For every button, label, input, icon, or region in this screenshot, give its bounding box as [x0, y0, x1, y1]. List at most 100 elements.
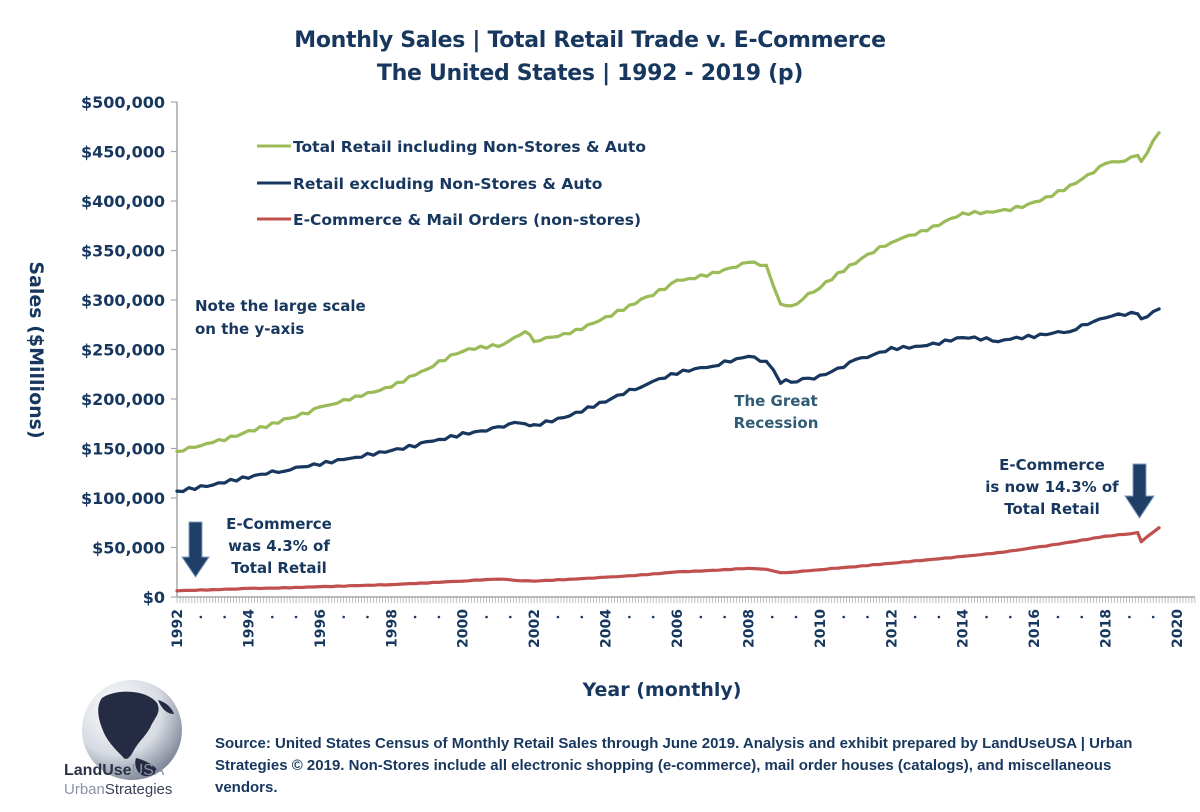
- series-retail-excl-point: [389, 448, 393, 453]
- series-ecommerce-point: [818, 568, 822, 572]
- logo-wordmark-bold: LandUse: [64, 762, 132, 779]
- series-total-retail-point: [523, 330, 527, 334]
- annotation-scale-note: Note the large scale on the y-axis: [195, 297, 366, 338]
- series-total-retail-point: [1136, 153, 1140, 158]
- y-axis: $0 $50,000 $100,000 $150,000 $200,000 $250,00…: [81, 93, 178, 607]
- series-ecommerce-point: [532, 579, 536, 583]
- x-tick-label: 2020: [1170, 609, 1186, 648]
- y-tick-label: $450,000: [81, 143, 165, 162]
- series-total-retail-point: [604, 315, 608, 319]
- annotation-line: Total Retail: [231, 559, 327, 577]
- series-retail-excl-point: [282, 469, 286, 473]
- series-ecommerce-point: [764, 567, 768, 571]
- x-tick-label: 1992: [170, 609, 186, 648]
- x-tick-dot: [1151, 615, 1155, 619]
- series-total-retail-point: [175, 449, 179, 454]
- legend-label-total-retail: Total Retail including Non-Stores & Auto: [293, 138, 646, 156]
- series-total-retail-point: [711, 270, 715, 274]
- series-ecommerce-point: [961, 554, 965, 559]
- series-total-retail: [176, 131, 1161, 454]
- series-total-retail-point: [779, 302, 783, 306]
- x-tick-dot: [699, 615, 703, 619]
- series-total-retail-point: [789, 304, 793, 308]
- x-tick-label: 1994: [241, 609, 257, 648]
- annotation-line: E-Commerce: [226, 515, 332, 533]
- x-tick-dot: [842, 615, 845, 619]
- logo-wordmark-line-2: UrbanStrategies: [64, 781, 172, 798]
- x-axis-title: Year (monthly): [582, 679, 742, 701]
- series-total-retail-point: [1032, 200, 1036, 204]
- series-total-retail-point: [1068, 183, 1072, 187]
- x-tick-dot: [223, 615, 226, 619]
- x-tick-label: 2004: [599, 609, 615, 648]
- series-retail-excl: [176, 307, 1160, 494]
- legend: Total Retail including Non-Stores & Auto…: [257, 138, 646, 229]
- series-retail-excl-point: [1068, 330, 1072, 334]
- series-total-retail-point: [282, 417, 286, 421]
- annotation-line: The Great: [734, 392, 817, 410]
- x-tick-dot: [1009, 615, 1012, 619]
- series-retail-excl-point: [425, 440, 429, 444]
- x-tick-label: 2000: [456, 609, 472, 648]
- annotation-line: was 4.3% of: [228, 537, 330, 555]
- x-tick-label: 2008: [741, 609, 757, 648]
- series-total-retail-point: [889, 241, 893, 245]
- x-tick-dot: [437, 615, 441, 619]
- x-tick-label: 2018: [1099, 609, 1115, 648]
- series-ecommerce-point: [568, 577, 572, 581]
- globe-icon: [82, 680, 182, 780]
- x-tick-dot: [413, 615, 417, 619]
- x-tick-dot: [366, 615, 369, 619]
- series-ecommerce-point: [854, 565, 858, 569]
- y-tick-label: $400,000: [81, 192, 165, 211]
- series-ecommerce: [176, 526, 1161, 593]
- series-total-retail-point: [925, 229, 929, 233]
- logo-wordmark-line-1: LandUseUSA: [64, 762, 164, 780]
- annotation-end-share: E-Commerce is now 14.3% of Total Retail: [985, 456, 1155, 519]
- series-total-retail-point: [496, 344, 500, 349]
- x-tick-dot: [580, 615, 584, 619]
- logo-wordmark-dark: Strategies: [104, 781, 173, 798]
- x-tick-label: 1998: [384, 609, 400, 648]
- series-ecommerce-point: [746, 566, 751, 570]
- chart-title-line-1: Monthly Sales | Total Retail Trade v. E-…: [294, 28, 886, 53]
- x-tick-dot: [1056, 615, 1060, 619]
- series-ecommerce-point: [1139, 540, 1143, 544]
- annotation-line: on the y-axis: [195, 320, 304, 338]
- legend-item-ecommerce[interactable]: E-Commerce & Mail Orders (non-stores): [257, 211, 641, 229]
- x-tick-dot: [199, 615, 203, 619]
- x-tick-label: 2002: [527, 609, 543, 648]
- legend-item-total-retail[interactable]: Total Retail including Non-Stores & Auto: [257, 138, 646, 156]
- series-ecommerce-point: [318, 585, 322, 589]
- series-retail-excl-point: [532, 423, 536, 427]
- series-total-retail-point: [246, 429, 250, 433]
- series-retail-excl-point: [523, 422, 527, 426]
- x-axis: 1992 1994 1996 1998 2000 2002 2004 2006 2008 2010…: [170, 596, 1196, 648]
- series-ecommerce-point: [175, 589, 179, 593]
- y-tick-label: $50,000: [92, 539, 165, 558]
- series-retail-excl-point: [1032, 336, 1036, 340]
- series-retail-excl-point: [211, 483, 215, 487]
- series-ecommerce-point: [211, 588, 215, 592]
- x-tick-label: 2016: [1027, 609, 1043, 648]
- series-retail-excl-point: [461, 431, 465, 435]
- series-total-retail-point: [211, 441, 215, 445]
- annotation-line: Recession: [734, 414, 819, 432]
- series-ecommerce-point: [779, 571, 783, 575]
- legend-item-retail-excl[interactable]: Retail excluding Non-Stores & Auto: [257, 175, 602, 193]
- series-retail-excl-point: [779, 381, 783, 385]
- series-total-retail-point: [1157, 131, 1161, 135]
- series-total-retail-point: [461, 349, 465, 354]
- series-total-retail-point: [1104, 161, 1108, 165]
- series-retail-excl-point: [996, 340, 1001, 344]
- x-minor-ticks: [176, 597, 1196, 603]
- y-tick-label: $250,000: [81, 341, 165, 360]
- x-tick-dot: [913, 615, 917, 619]
- series-retail-excl-point: [175, 489, 179, 493]
- source-note: Source: United States Census of Monthly …: [215, 735, 1133, 796]
- x-tick-dot: [1128, 615, 1131, 619]
- series-total-retail-point: [568, 332, 572, 336]
- x-tick-dot: [485, 615, 488, 619]
- x-tick-dot: [770, 615, 774, 619]
